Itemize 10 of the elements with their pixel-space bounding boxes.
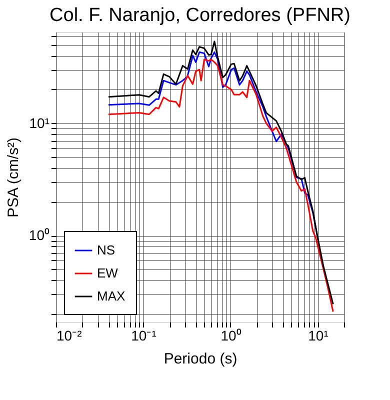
x-tick-label: 10⁻¹ — [131, 328, 157, 344]
legend-label: NS — [97, 242, 116, 258]
x-tick-label: 10⁰ — [220, 328, 242, 344]
x-tick-label: 10⁻² — [56, 328, 82, 344]
y-axis-title: PSA (cm/s²) — [4, 137, 22, 218]
x-tick-label: 10¹ — [308, 328, 329, 344]
legend-label: MAX — [97, 288, 126, 304]
chart-title: Col. F. Naranjo, Corredores (PFNR) — [50, 4, 350, 26]
legend-label: EW — [97, 266, 119, 280]
x-axis-title: Periodo (s) — [164, 350, 238, 368]
